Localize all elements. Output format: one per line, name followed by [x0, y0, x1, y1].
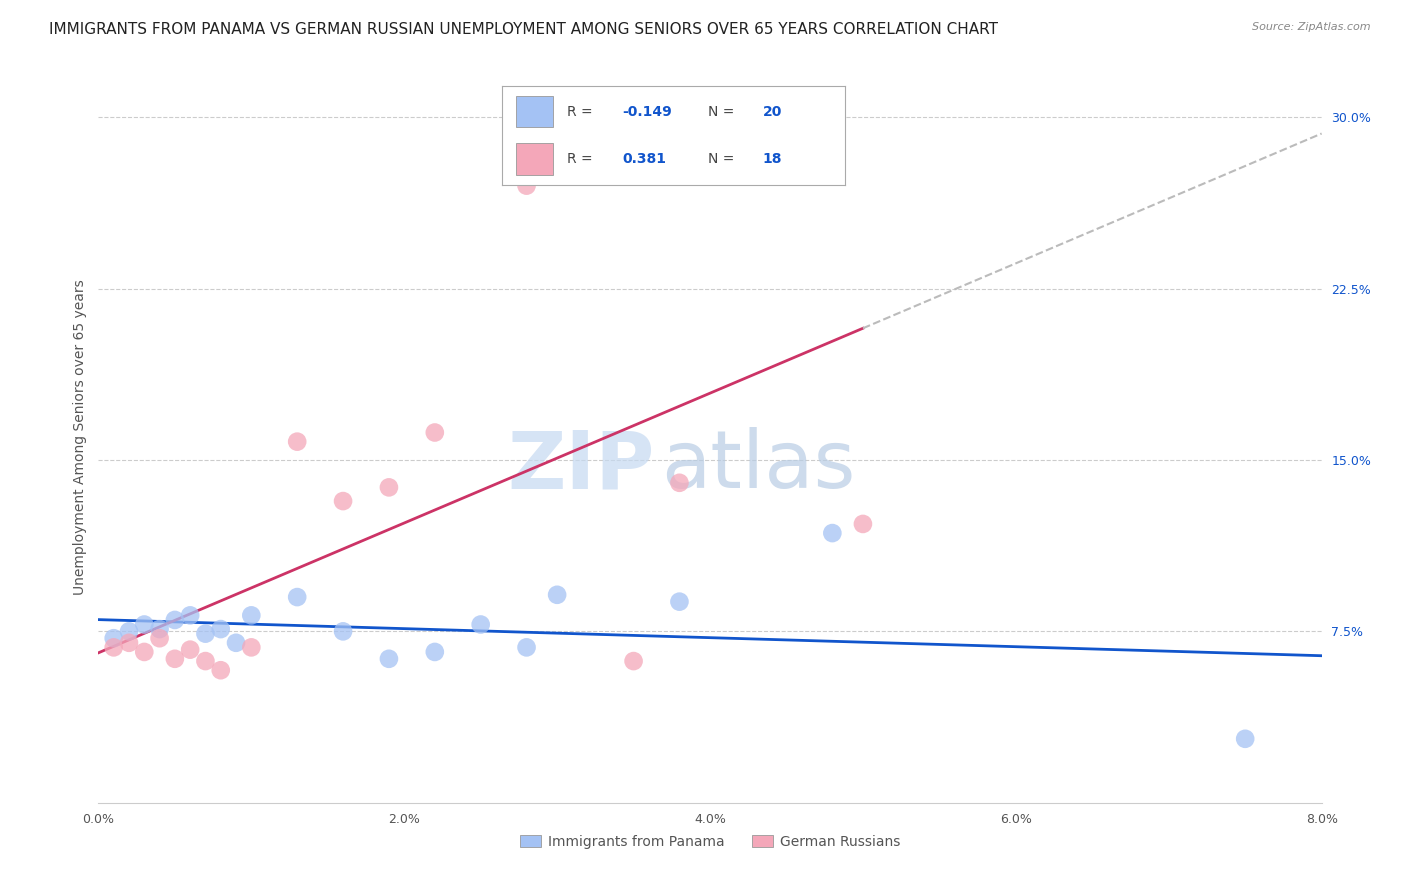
Text: Source: ZipAtlas.com: Source: ZipAtlas.com [1253, 22, 1371, 32]
Point [332, 494, 354, 508]
Point [546, 588, 568, 602]
Point [668, 475, 690, 490]
Point [179, 642, 201, 657]
Point [103, 640, 125, 655]
Point [423, 425, 446, 440]
Point [194, 654, 217, 668]
Point [149, 632, 172, 646]
Point [378, 480, 401, 494]
Point [623, 654, 645, 668]
Point [516, 640, 538, 655]
Point [423, 645, 446, 659]
Point [103, 632, 125, 646]
Point [149, 622, 172, 636]
Point [1234, 731, 1257, 746]
Point [179, 608, 201, 623]
Text: atlas: atlas [661, 427, 855, 506]
Point [821, 526, 844, 541]
Point [668, 595, 690, 609]
Text: ZIP: ZIP [508, 427, 655, 506]
Y-axis label: Unemployment Among Seniors over 65 years: Unemployment Among Seniors over 65 years [73, 279, 87, 595]
Point [240, 608, 263, 623]
Point [134, 617, 156, 632]
Point [118, 624, 141, 639]
Point [134, 645, 156, 659]
Point [209, 663, 232, 677]
Text: IMMIGRANTS FROM PANAMA VS GERMAN RUSSIAN UNEMPLOYMENT AMONG SENIORS OVER 65 YEAR: IMMIGRANTS FROM PANAMA VS GERMAN RUSSIAN… [49, 22, 998, 37]
Point [285, 434, 308, 449]
Point [470, 617, 492, 632]
Point [118, 636, 141, 650]
Point [852, 516, 875, 531]
Point [240, 640, 263, 655]
Point [225, 636, 247, 650]
Legend: Immigrants from Panama, German Russians: Immigrants from Panama, German Russians [515, 830, 905, 855]
Point [163, 613, 186, 627]
Point [790, 128, 813, 143]
Point [209, 622, 232, 636]
Point [163, 652, 186, 666]
Point [194, 626, 217, 640]
Point [516, 178, 538, 193]
Point [332, 624, 354, 639]
Point [378, 652, 401, 666]
Point [285, 590, 308, 604]
